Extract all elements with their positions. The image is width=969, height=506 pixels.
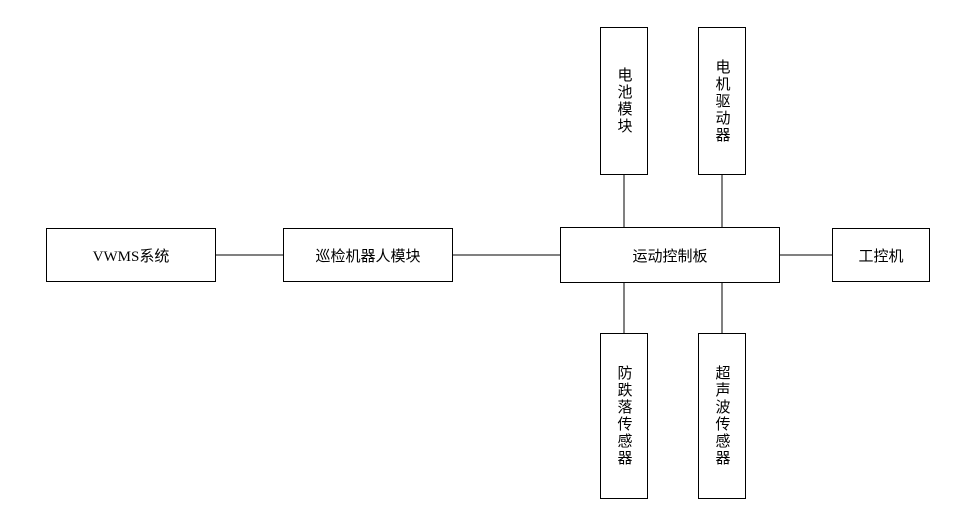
node-label: 运动控制板 [632, 245, 707, 266]
node-label: 防跌落传感器 [614, 365, 635, 467]
node-label: 巡检机器人模块 [315, 245, 420, 266]
node-label: VWMS系统 [93, 245, 170, 266]
node-fall: 防跌落传感器 [600, 333, 648, 499]
node-ipc: 工控机 [832, 228, 930, 282]
node-label: 电机驱动器 [712, 59, 733, 144]
node-ultra: 超声波传感器 [698, 333, 746, 499]
node-ctrl: 运动控制板 [560, 227, 780, 283]
node-robot: 巡检机器人模块 [283, 228, 453, 282]
node-battery: 电池模块 [600, 27, 648, 175]
node-label: 工控机 [858, 245, 903, 266]
node-label: 超声波传感器 [712, 365, 733, 467]
node-vwms: VWMS系统 [46, 228, 216, 282]
node-label: 电池模块 [614, 67, 635, 135]
node-motor: 电机驱动器 [698, 27, 746, 175]
